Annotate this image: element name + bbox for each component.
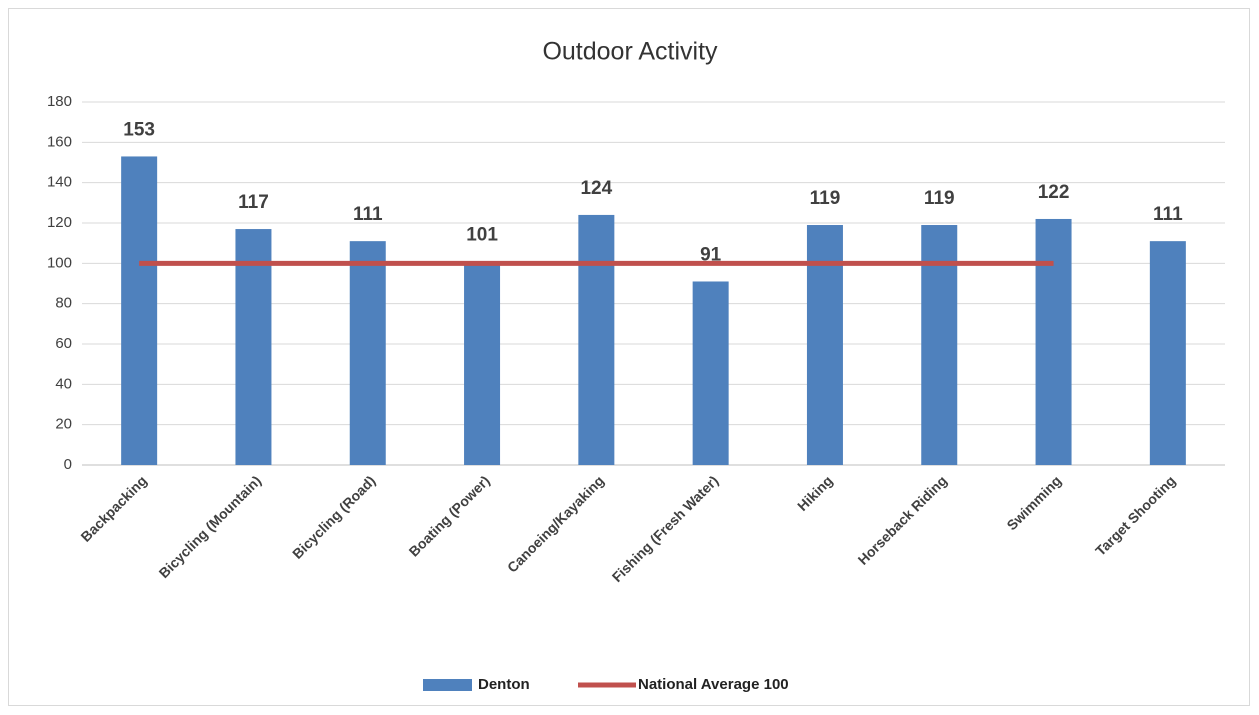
bar	[464, 261, 501, 465]
data-label: 101	[466, 224, 498, 245]
legend-swatch	[423, 679, 472, 691]
bar	[121, 156, 158, 465]
y-tick-label: 80	[55, 295, 72, 312]
data-label: 119	[924, 188, 955, 209]
legend-label: Denton	[478, 676, 530, 693]
legend-label: National Average 100	[638, 676, 789, 693]
y-tick-label: 0	[64, 456, 72, 473]
bar	[1035, 218, 1072, 465]
y-tick-label: 40	[55, 375, 72, 392]
y-tick-label: 20	[55, 416, 72, 433]
data-label: 111	[1153, 204, 1183, 225]
bar	[235, 229, 272, 465]
y-tick-label: 180	[47, 93, 72, 110]
data-label: 122	[1038, 182, 1070, 203]
y-tick-label: 60	[55, 335, 72, 352]
data-label: 119	[810, 188, 841, 209]
bar	[1149, 241, 1186, 465]
chart-title: Outdoor Activity	[542, 38, 718, 66]
bar	[578, 214, 615, 465]
y-tick-label: 140	[47, 174, 72, 191]
y-tick-label: 100	[47, 254, 72, 271]
data-label: 153	[123, 119, 155, 140]
bar	[692, 281, 729, 465]
y-tick-label: 160	[47, 133, 72, 150]
data-label: 124	[580, 178, 612, 199]
data-label: 91	[700, 244, 722, 265]
y-tick-label: 120	[47, 214, 72, 231]
data-label: 117	[238, 192, 269, 213]
data-label: 111	[353, 204, 383, 225]
bar	[349, 241, 386, 465]
